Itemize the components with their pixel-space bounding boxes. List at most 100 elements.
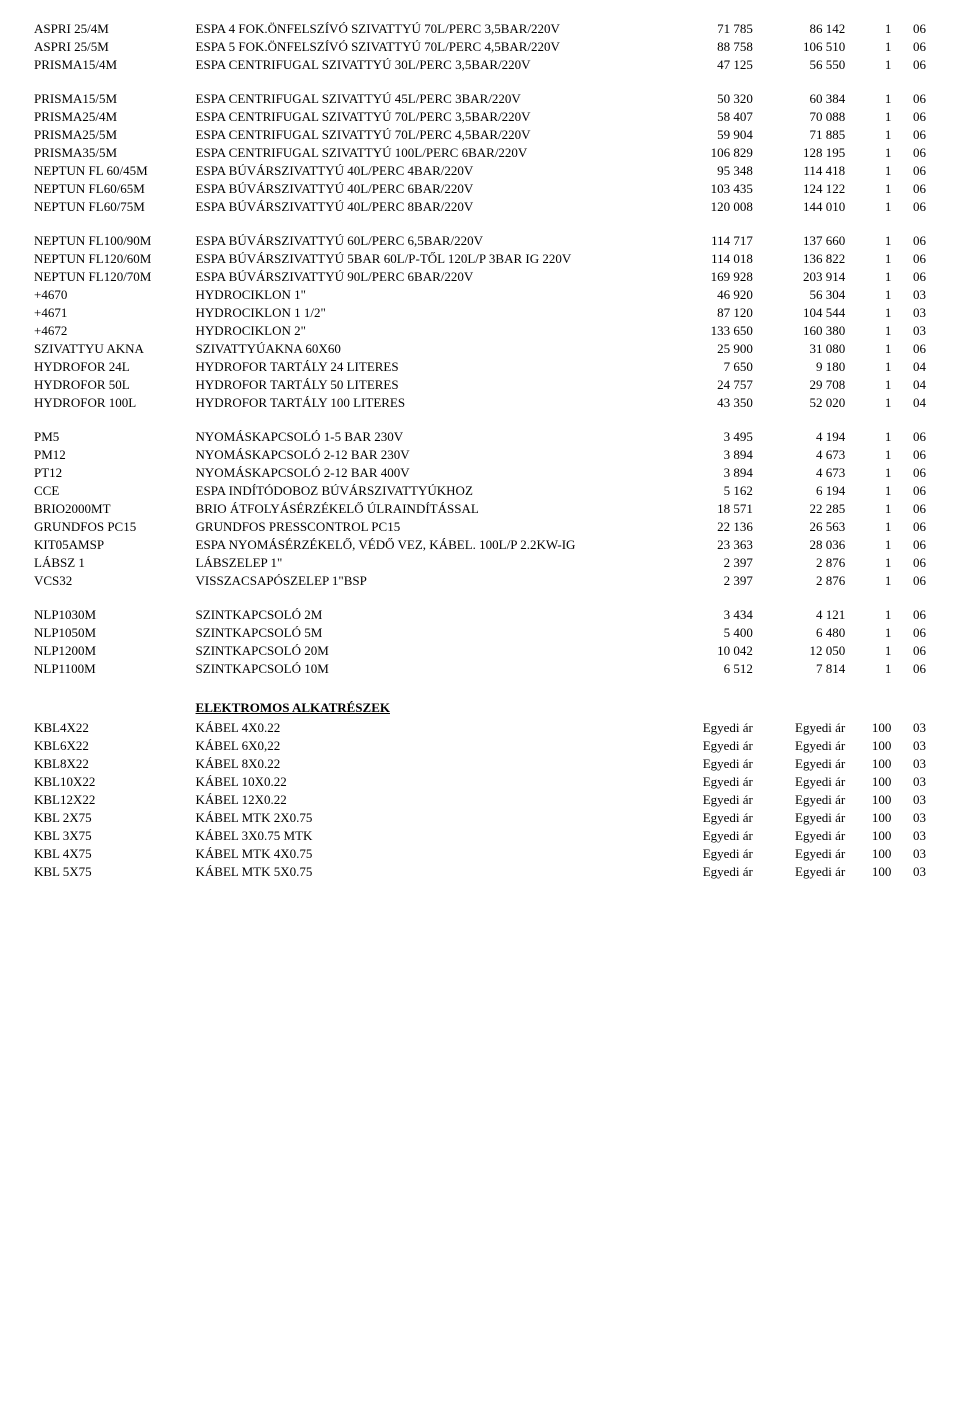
- cell-code: NLP1100M: [30, 660, 192, 678]
- cell-price1: 106 829: [665, 144, 757, 162]
- section-heading: ELEKTROMOS ALKATRÉSZEK: [30, 694, 930, 719]
- table-row: ASPRI 25/4MESPA 4 FOK.ÖNFELSZÍVÓ SZIVATT…: [30, 20, 930, 38]
- cell-qty: 1: [849, 554, 895, 572]
- cell-cat: 03: [895, 773, 930, 791]
- cell-qty: 1: [849, 358, 895, 376]
- cell-price2: 136 822: [757, 250, 849, 268]
- table-row: PRISMA25/4MESPA CENTRIFUGAL SZIVATTYÚ 70…: [30, 108, 930, 126]
- cell-desc: NYOMÁSKAPCSOLÓ 2-12 BAR 230V: [192, 446, 665, 464]
- cell-qty: 100: [849, 719, 895, 737]
- cell-cat: 06: [895, 144, 930, 162]
- cell-desc: ESPA 4 FOK.ÖNFELSZÍVÓ SZIVATTYÚ 70L/PERC…: [192, 20, 665, 38]
- cell-desc: HYDROCIKLON 1": [192, 286, 665, 304]
- cell-cat: 06: [895, 90, 930, 108]
- cell-desc: KÁBEL 6X0,22: [192, 737, 665, 755]
- cell-code: KBL4X22: [30, 719, 192, 737]
- cell-cat: 06: [895, 20, 930, 38]
- cell-cat: 06: [895, 108, 930, 126]
- cell-desc: KÁBEL 8X0.22: [192, 755, 665, 773]
- table-row: PM12NYOMÁSKAPCSOLÓ 2-12 BAR 230V3 8944 6…: [30, 446, 930, 464]
- cell-price2: 114 418: [757, 162, 849, 180]
- cell-price1: 23 363: [665, 536, 757, 554]
- cell-desc: VISSZACSAPÓSZELEP 1"BSP: [192, 572, 665, 590]
- cell-price2: 70 088: [757, 108, 849, 126]
- cell-code: PRISMA35/5M: [30, 144, 192, 162]
- cell-desc: HYDROCIKLON 1 1/2": [192, 304, 665, 322]
- cell-desc: ESPA BÚVÁRSZIVATTYÚ 40L/PERC 6BAR/220V: [192, 180, 665, 198]
- cell-price1: 120 008: [665, 198, 757, 216]
- cell-price1: 169 928: [665, 268, 757, 286]
- cell-cat: 06: [895, 162, 930, 180]
- cell-desc: KÁBEL 3X0.75 MTK: [192, 827, 665, 845]
- cell-code: VCS32: [30, 572, 192, 590]
- cell-qty: 1: [849, 500, 895, 518]
- cell-qty: 1: [849, 304, 895, 322]
- cell-code: NLP1030M: [30, 606, 192, 624]
- cell-price1: 47 125: [665, 56, 757, 74]
- cell-code: KBL 2X75: [30, 809, 192, 827]
- cell-qty: 1: [849, 126, 895, 144]
- cell-qty: 1: [849, 268, 895, 286]
- cell-code: NLP1200M: [30, 642, 192, 660]
- cell-desc: HYDROFOR TARTÁLY 50 LITERES: [192, 376, 665, 394]
- table-row: PRISMA25/5MESPA CENTRIFUGAL SZIVATTYÚ 70…: [30, 126, 930, 144]
- cell-qty: 1: [849, 250, 895, 268]
- table-row: HYDROFOR 100LHYDROFOR TARTÁLY 100 LITERE…: [30, 394, 930, 412]
- cell-cat: 03: [895, 809, 930, 827]
- table-row: KBL 3X75KÁBEL 3X0.75 MTKEgyedi árEgyedi …: [30, 827, 930, 845]
- cell-price2: Egyedi ár: [757, 719, 849, 737]
- cell-desc: KÁBEL MTK 5X0.75: [192, 863, 665, 881]
- cell-price1: 46 920: [665, 286, 757, 304]
- table-row: LÁBSZ 1LÁBSZELEP 1"2 3972 876106: [30, 554, 930, 572]
- cell-qty: 100: [849, 827, 895, 845]
- table-row: +4671HYDROCIKLON 1 1/2"87 120104 544103: [30, 304, 930, 322]
- cell-desc: ESPA CENTRIFUGAL SZIVATTYÚ 100L/PERC 6BA…: [192, 144, 665, 162]
- cell-code: PRISMA15/4M: [30, 56, 192, 74]
- cell-cat: 06: [895, 572, 930, 590]
- cell-price2: 52 020: [757, 394, 849, 412]
- cell-code: GRUNDFOS PC15: [30, 518, 192, 536]
- cell-code: NEPTUN FL60/65M: [30, 180, 192, 198]
- cell-price2: 56 550: [757, 56, 849, 74]
- cell-price2: Egyedi ár: [757, 827, 849, 845]
- table-row: NEPTUN FL 60/45MESPA BÚVÁRSZIVATTYÚ 40L/…: [30, 162, 930, 180]
- cell-price1: 87 120: [665, 304, 757, 322]
- table-row: PT12NYOMÁSKAPCSOLÓ 2-12 BAR 400V3 8944 6…: [30, 464, 930, 482]
- cell-qty: 1: [849, 322, 895, 340]
- cell-price2: 104 544: [757, 304, 849, 322]
- cell-desc: ESPA NYOMÁSÉRZÉKELŐ, VÉDŐ VEZ, KÁBEL. 10…: [192, 536, 665, 554]
- cell-code: +4672: [30, 322, 192, 340]
- cell-desc: SZINTKAPCSOLÓ 2M: [192, 606, 665, 624]
- cell-price2: 4 121: [757, 606, 849, 624]
- table-row: HYDROFOR 50LHYDROFOR TARTÁLY 50 LITERES2…: [30, 376, 930, 394]
- cell-price2: 12 050: [757, 642, 849, 660]
- cell-price2: 128 195: [757, 144, 849, 162]
- cell-qty: 1: [849, 394, 895, 412]
- cell-qty: 1: [849, 428, 895, 446]
- cell-code: NEPTUN FL 60/45M: [30, 162, 192, 180]
- cell-price2: Egyedi ár: [757, 773, 849, 791]
- cell-price2: 160 380: [757, 322, 849, 340]
- cell-qty: 100: [849, 755, 895, 773]
- cell-cat: 06: [895, 446, 930, 464]
- cell-qty: 1: [849, 446, 895, 464]
- cell-cat: 06: [895, 464, 930, 482]
- cell-price2: 6 480: [757, 624, 849, 642]
- cell-desc: KÁBEL 4X0.22: [192, 719, 665, 737]
- cell-price1: 103 435: [665, 180, 757, 198]
- cell-cat: 06: [895, 340, 930, 358]
- cell-cat: 06: [895, 56, 930, 74]
- cell-desc: SZINTKAPCSOLÓ 5M: [192, 624, 665, 642]
- cell-desc: HYDROCIKLON 2": [192, 322, 665, 340]
- cell-price2: 29 708: [757, 376, 849, 394]
- cell-qty: 1: [849, 56, 895, 74]
- cell-qty: 1: [849, 376, 895, 394]
- cell-price1: 88 758: [665, 38, 757, 56]
- cell-cat: 04: [895, 394, 930, 412]
- cell-desc: ESPA BÚVÁRSZIVATTYÚ 60L/PERC 6,5BAR/220V: [192, 232, 665, 250]
- cell-cat: 04: [895, 376, 930, 394]
- cell-price1: Egyedi ár: [665, 809, 757, 827]
- cell-price2: 106 510: [757, 38, 849, 56]
- cell-desc: HYDROFOR TARTÁLY 24 LITERES: [192, 358, 665, 376]
- cell-cat: 06: [895, 606, 930, 624]
